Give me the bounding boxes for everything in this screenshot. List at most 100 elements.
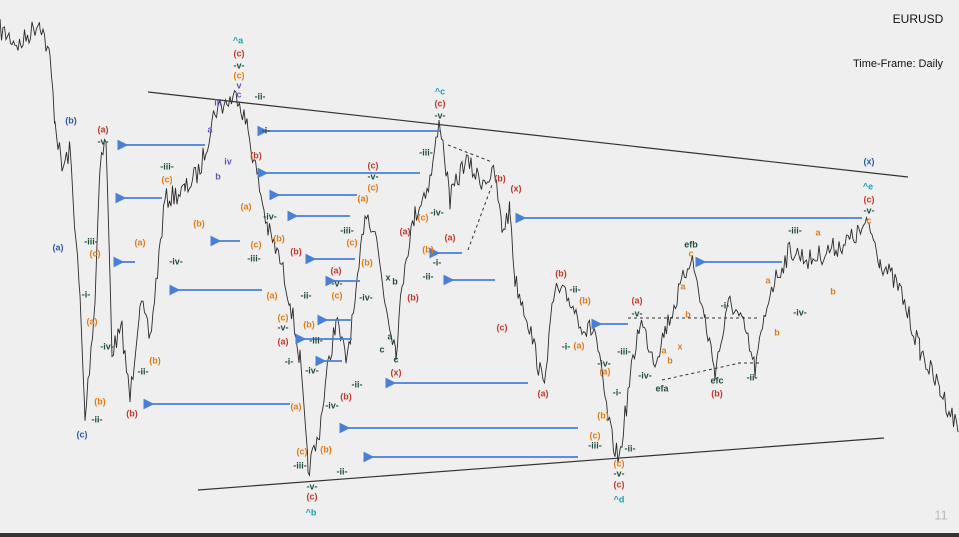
wave-label: -ii-: [352, 379, 363, 389]
wave-label: (c): [497, 322, 508, 332]
wave-label: (c): [297, 446, 308, 456]
wave-label: (b): [320, 444, 332, 454]
wave-label: x: [385, 272, 390, 282]
wave-label: (a): [267, 290, 278, 300]
wave-label: (b): [94, 396, 106, 406]
wave-label: a: [765, 275, 771, 285]
wave-label: iv: [224, 156, 232, 166]
wave-label: -ii-: [570, 284, 581, 294]
wave-label: b: [830, 286, 836, 296]
wave-label: b: [774, 327, 780, 337]
wave-label: -iii-: [788, 225, 802, 235]
page-number: 11: [934, 507, 948, 522]
wave-label: c: [393, 354, 398, 364]
wave-label: ^b: [306, 507, 317, 517]
bottom-bar: [0, 533, 959, 537]
wave-label: (b): [422, 244, 434, 254]
wave-label: (a): [600, 366, 611, 376]
wave-label: (a): [87, 316, 98, 326]
wave-label: -v-: [278, 322, 289, 332]
upper-trendline: [147, 91, 909, 178]
wave-label: -ii-: [747, 372, 758, 382]
wave-label: (c): [368, 182, 379, 192]
wave-label: a: [680, 281, 686, 291]
wave-label: (a): [445, 232, 456, 242]
wave-label: (a): [53, 242, 64, 252]
wave-label: (b): [273, 233, 285, 243]
wave-label: c: [866, 215, 871, 225]
wave-label: -iv-: [305, 365, 319, 375]
wave-label: -v-: [307, 481, 318, 491]
wave-label: c: [688, 248, 693, 258]
arrows: [113, 125, 862, 463]
wave-label: -iv-: [169, 256, 183, 266]
wave-label: (c): [418, 212, 429, 222]
wave-label: efb: [684, 239, 698, 249]
wave-label: (c): [251, 239, 262, 249]
wave-label: (b): [407, 292, 419, 302]
wave-label: ^d: [614, 494, 625, 504]
wave-label: (b): [579, 295, 591, 305]
wave-label: -v-: [98, 136, 109, 146]
wave-label: (c): [278, 312, 289, 322]
timeframe: Time-Frame: Daily: [853, 58, 944, 70]
wave-label: (c): [590, 430, 601, 440]
wave-label: -i-: [433, 257, 442, 267]
wave-label: a: [815, 227, 821, 237]
wave-label: -iii-: [293, 460, 307, 470]
wave-label: (b): [65, 115, 77, 125]
wave-label: -i-: [82, 289, 91, 299]
wave-label: (c): [864, 194, 875, 204]
wave-label: -iii-: [588, 440, 602, 450]
wave-label: (b): [303, 319, 315, 329]
wave-label: x: [677, 341, 682, 351]
wave-label: ^e: [863, 181, 873, 191]
wave-label: -v-: [632, 308, 643, 318]
wave-label: -ii-: [423, 271, 434, 281]
wave-label: b: [667, 355, 673, 365]
wave-label: (a): [632, 295, 643, 305]
wave-label: (c): [162, 174, 173, 184]
wave-label: -iv-: [793, 307, 807, 317]
wave-label: -ii-: [337, 466, 348, 476]
wave-label: (x): [511, 183, 522, 193]
wave-label: iii: [214, 97, 222, 107]
wave-label: (a): [331, 265, 342, 275]
wave-label: -iii-: [247, 253, 261, 263]
wave-label: -iv-: [638, 370, 652, 380]
wave-label: -i-: [262, 125, 271, 135]
wave-label: efa: [655, 383, 669, 393]
wave-label: -v-: [332, 278, 343, 288]
wave-label: b: [685, 309, 691, 319]
wave-label: -iv-: [325, 400, 339, 410]
wave-label: -iii-: [160, 161, 174, 171]
wave-label: -ii-: [301, 290, 312, 300]
wave-label: -i-: [562, 341, 571, 351]
wave-label: (c): [435, 98, 446, 108]
wave-label: (b): [126, 408, 138, 418]
wave-label: c: [236, 89, 241, 99]
wave-label: (b): [361, 257, 373, 267]
wave-label: (c): [77, 429, 88, 439]
wave-label: (c): [614, 458, 625, 468]
wave-label: (a): [358, 193, 369, 203]
wave-label: a: [387, 331, 393, 341]
wave-label: -iv-: [263, 211, 277, 221]
wave-label: (b): [149, 355, 161, 365]
wave-label: -ii-: [255, 91, 266, 101]
wave-label: -i-: [613, 387, 622, 397]
wave-label: (b): [494, 173, 506, 183]
wave-label: (b): [597, 410, 609, 420]
wave-labels: (b)(a)(c)(x)^a^b^c^d^e(c)-v-(c)vc -ii-(c)…: [53, 35, 875, 517]
wave-label: -v-: [368, 171, 379, 181]
wave-label: ^a: [233, 35, 244, 45]
wave-label: (c): [368, 160, 379, 170]
wave-label: (a): [135, 237, 146, 247]
wave-label: (a): [574, 340, 585, 350]
wave-label: (c): [347, 237, 358, 247]
wave-label: -iv-: [597, 358, 611, 368]
wave-label: a: [661, 345, 667, 355]
dashed-line: [661, 362, 741, 381]
